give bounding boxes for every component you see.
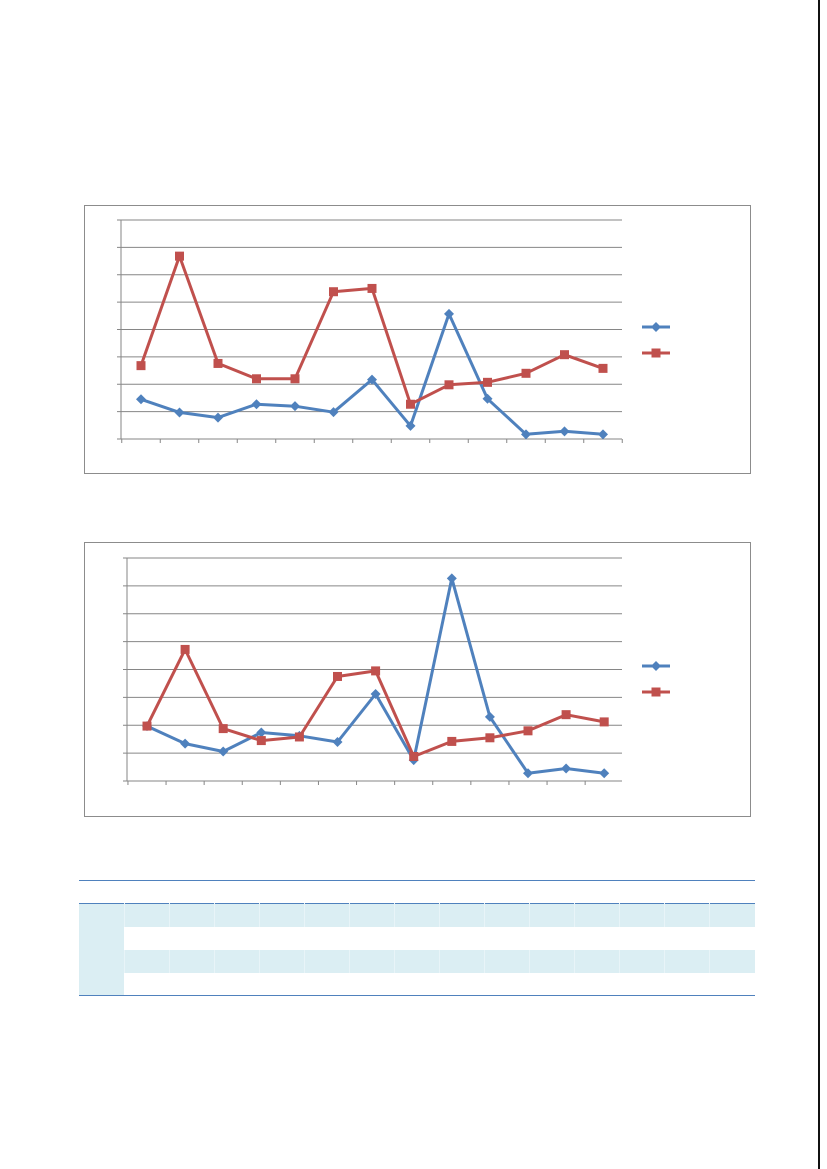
data-point xyxy=(484,711,495,722)
data-point xyxy=(290,401,300,412)
data-point xyxy=(333,671,342,681)
data-point xyxy=(251,399,262,410)
chart-2-plot xyxy=(123,557,670,785)
data-point xyxy=(370,689,381,700)
data-point xyxy=(599,768,610,779)
data-point xyxy=(406,399,415,409)
data-point xyxy=(561,763,572,774)
table-row xyxy=(79,903,755,927)
series-2-line xyxy=(145,647,605,758)
chart-1-plot xyxy=(117,219,670,443)
legend-marker xyxy=(651,348,661,358)
data-point xyxy=(371,666,381,676)
legend-marker xyxy=(651,661,661,671)
data-point xyxy=(598,429,608,440)
data-point xyxy=(523,768,533,779)
data-point xyxy=(447,736,457,746)
table-row xyxy=(79,949,755,973)
series-1-line xyxy=(146,576,605,775)
data-point xyxy=(218,724,228,734)
legend-marker xyxy=(651,322,661,332)
data-point xyxy=(142,721,152,731)
data-point xyxy=(409,751,419,761)
chart-1 xyxy=(84,205,751,474)
data-point xyxy=(213,412,223,423)
data-point xyxy=(328,407,339,418)
table-row xyxy=(79,972,755,996)
data-point xyxy=(367,374,377,385)
data-point xyxy=(180,738,191,749)
data-point xyxy=(213,358,223,368)
data-point xyxy=(180,644,190,654)
data-point xyxy=(444,380,454,390)
table-header-row xyxy=(79,880,755,904)
data-point xyxy=(485,733,495,743)
data-point xyxy=(405,420,416,431)
chart-2 xyxy=(84,542,751,817)
data-point xyxy=(559,426,570,437)
data-point xyxy=(252,374,261,384)
data-point xyxy=(561,710,571,720)
data-point xyxy=(174,407,185,418)
data-point xyxy=(290,374,300,384)
data-point xyxy=(523,726,533,736)
data-point xyxy=(332,736,343,747)
data-point xyxy=(483,377,492,387)
data-point xyxy=(218,746,229,757)
data-point xyxy=(294,732,304,742)
data-point xyxy=(175,251,184,261)
data-point xyxy=(599,717,609,727)
data-point xyxy=(367,283,377,293)
series-1-line xyxy=(140,312,604,436)
data-point xyxy=(256,727,267,738)
data-point xyxy=(136,394,146,405)
data-point xyxy=(482,393,493,404)
legend-marker xyxy=(651,687,661,697)
data-point xyxy=(598,363,608,373)
table-row xyxy=(79,926,755,950)
data-point xyxy=(560,350,569,360)
data-point xyxy=(136,361,146,371)
data-point xyxy=(521,429,531,440)
data-point xyxy=(446,573,457,584)
page-edge xyxy=(818,0,820,1169)
data-point xyxy=(329,287,338,297)
data-point xyxy=(521,368,531,378)
data-point xyxy=(444,308,454,319)
data-table xyxy=(79,880,755,996)
data-point xyxy=(256,736,266,746)
